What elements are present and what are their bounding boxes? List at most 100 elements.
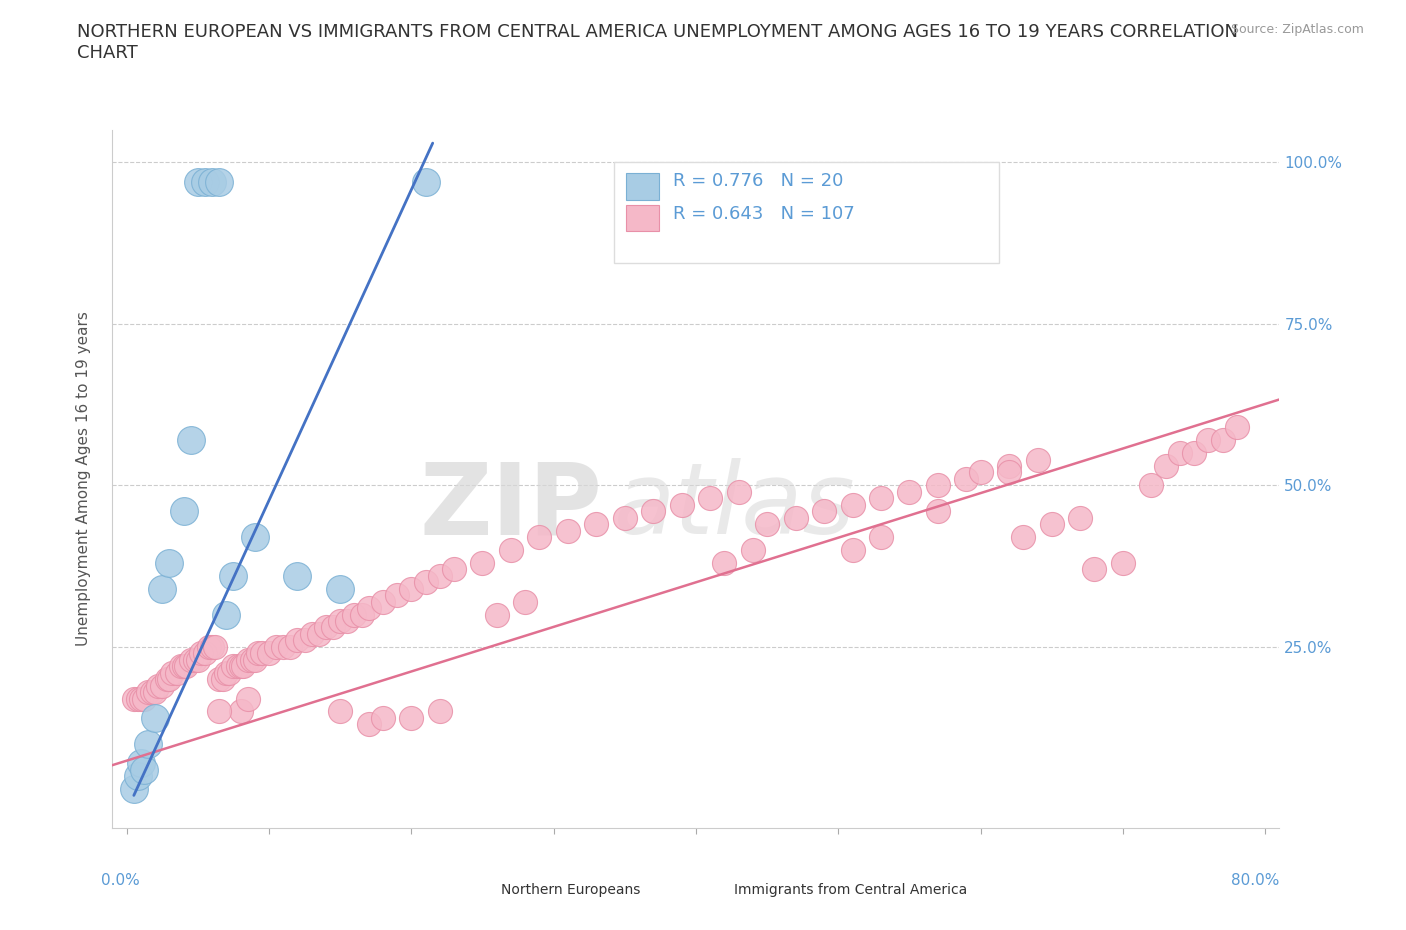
Point — [287, 633, 309, 648]
Point — [756, 517, 779, 532]
Point — [927, 504, 949, 519]
Point — [315, 620, 337, 635]
Point — [1083, 562, 1105, 577]
FancyBboxPatch shape — [614, 162, 1000, 263]
Point — [415, 175, 437, 190]
Point — [429, 704, 451, 719]
Point — [173, 658, 195, 673]
Point — [271, 640, 294, 655]
Point — [415, 575, 437, 590]
Point — [155, 671, 177, 686]
Point — [212, 671, 235, 686]
Point — [208, 704, 231, 719]
Point — [1182, 445, 1205, 460]
Point — [841, 542, 863, 557]
Text: 0.0%: 0.0% — [101, 873, 139, 888]
Point — [146, 678, 169, 693]
Point — [529, 530, 551, 545]
Point — [166, 665, 188, 680]
Point — [727, 485, 749, 499]
Point — [329, 581, 352, 596]
Point — [250, 646, 273, 661]
Bar — [626, 205, 658, 232]
Text: R = 0.776   N = 20: R = 0.776 N = 20 — [672, 172, 844, 190]
Point — [264, 640, 287, 655]
Point — [741, 542, 763, 557]
Point — [143, 711, 166, 725]
Text: 80.0%: 80.0% — [1232, 873, 1279, 888]
Point — [329, 704, 352, 719]
Point — [150, 678, 173, 693]
Point — [190, 646, 212, 661]
Point — [226, 658, 249, 673]
Point — [122, 781, 145, 796]
Point — [870, 530, 893, 545]
Point — [173, 504, 195, 519]
Point — [243, 530, 266, 545]
Point — [1212, 432, 1234, 447]
Point — [294, 633, 316, 648]
Point — [429, 568, 451, 583]
Point — [180, 652, 202, 667]
Point — [1012, 530, 1035, 545]
Point — [350, 607, 373, 622]
Point — [236, 652, 259, 667]
Point — [336, 614, 359, 629]
Y-axis label: Unemployment Among Ages 16 to 19 years: Unemployment Among Ages 16 to 19 years — [76, 312, 91, 646]
Point — [143, 684, 166, 699]
Point — [927, 478, 949, 493]
Point — [157, 671, 180, 686]
Point — [208, 671, 231, 686]
Point — [401, 581, 423, 596]
Point — [136, 737, 159, 751]
Point — [132, 691, 155, 706]
Point — [180, 432, 202, 447]
Point — [198, 640, 221, 655]
Point — [613, 511, 636, 525]
Point — [343, 607, 366, 622]
Point — [322, 620, 344, 635]
Point — [585, 517, 607, 532]
Text: ZIP: ZIP — [420, 458, 603, 555]
Point — [232, 658, 254, 673]
Point — [841, 498, 863, 512]
Point — [287, 568, 309, 583]
Point — [1226, 419, 1249, 434]
Point — [162, 665, 184, 680]
Point — [201, 640, 224, 655]
Point — [713, 555, 735, 570]
Point — [280, 640, 302, 655]
Point — [443, 562, 465, 577]
Point — [699, 491, 721, 506]
Point — [485, 607, 508, 622]
Point — [515, 594, 537, 609]
Point — [204, 640, 226, 655]
Point — [371, 594, 394, 609]
Point — [157, 555, 180, 570]
Point — [170, 658, 193, 673]
Point — [1154, 458, 1177, 473]
Point — [357, 601, 380, 616]
Point — [557, 524, 579, 538]
Point — [998, 465, 1021, 480]
Point — [127, 691, 149, 706]
Point — [1140, 478, 1163, 493]
Text: Immigrants from Central America: Immigrants from Central America — [734, 883, 967, 897]
Point — [357, 717, 380, 732]
Point — [257, 646, 280, 661]
Text: Source: ZipAtlas.com: Source: ZipAtlas.com — [1230, 23, 1364, 36]
Point — [229, 658, 252, 673]
Point — [870, 491, 893, 506]
Point — [194, 646, 217, 661]
Point — [955, 472, 977, 486]
Text: NORTHERN EUROPEAN VS IMMIGRANTS FROM CENTRAL AMERICA UNEMPLOYMENT AMONG AGES 16 : NORTHERN EUROPEAN VS IMMIGRANTS FROM CEN… — [77, 23, 1239, 62]
Point — [222, 658, 245, 673]
Point — [1112, 555, 1135, 570]
Point — [1069, 511, 1091, 525]
Point — [1040, 517, 1063, 532]
Point — [132, 763, 155, 777]
Point — [184, 652, 207, 667]
Point — [643, 504, 665, 519]
Point — [187, 652, 209, 667]
Point — [136, 684, 159, 699]
